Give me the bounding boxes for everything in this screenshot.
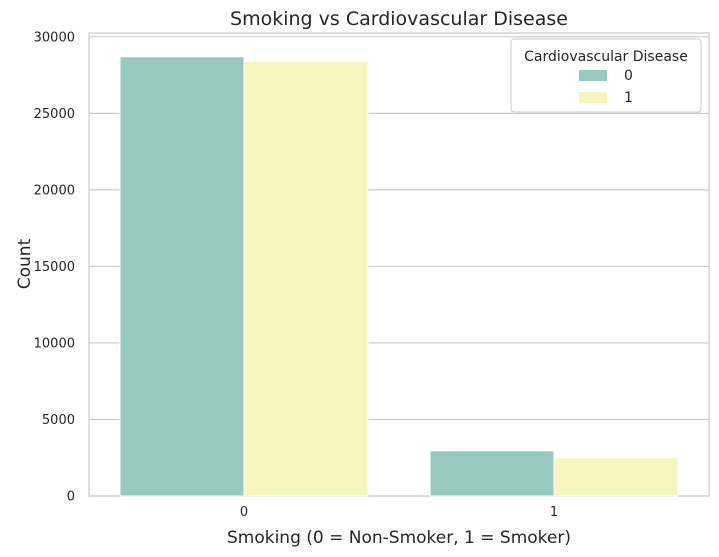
legend-label-0: 0 [624,68,633,84]
bars [119,56,679,497]
y-axis-label: Count [15,238,35,289]
y-tick-label: 5000 [42,413,75,428]
chart-title: Smoking vs Cardiovascular Disease [230,8,568,30]
x-tick-label: 1 [550,505,558,520]
bar-0-series-0 [119,56,245,497]
legend: Cardiovascular Disease 0 1 [510,38,702,113]
legend-swatch-1 [579,92,607,103]
x-axis-label: Smoking (0 = Non-Smoker, 1 = Smoker) [227,528,571,548]
bar-1-series-0 [429,450,555,497]
y-tick-label: 20000 [34,183,75,198]
bar-0-series-1 [243,60,369,497]
legend-label-1: 1 [624,90,633,106]
y-tick-label: 30000 [34,30,75,45]
y-tick-label: 10000 [34,336,75,351]
bar-1-series-1 [553,457,679,497]
y-tick-labels: 0 5000 10000 15000 20000 25000 30000 [34,30,75,504]
y-tick-label: 15000 [34,260,75,275]
y-tick-label: 0 [67,490,75,505]
legend-swatch-0 [579,70,607,81]
x-tick-label: 0 [240,505,248,520]
y-tick-label: 25000 [34,107,75,122]
legend-title: Cardiovascular Disease [524,49,688,65]
